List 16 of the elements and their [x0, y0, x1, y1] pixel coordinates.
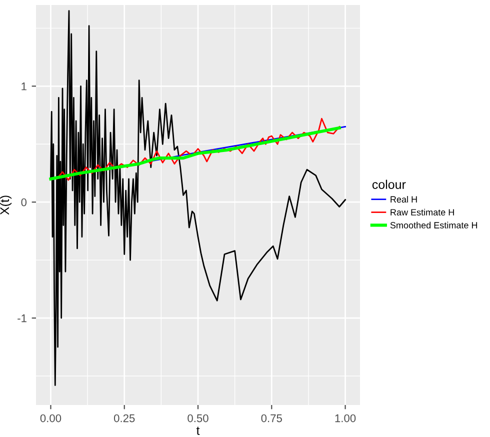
x-tick-label: 0.00	[40, 414, 62, 422]
x-tick-label: 0.25	[114, 414, 135, 422]
y-tick-label: 0	[21, 198, 27, 206]
legend-label: Smoothed Estimate H	[390, 222, 478, 228]
x-tick-label: 0.75	[261, 414, 282, 422]
line-series	[56, 118, 340, 181]
legend-label: Raw Estimate H	[390, 208, 454, 216]
y-axis-title: X(t)	[0, 196, 12, 215]
x-tick-label: 1.00	[335, 414, 356, 422]
legend-title: colour	[372, 180, 406, 189]
y-tick-label: -1	[18, 314, 26, 322]
x-tick-label: 0.50	[188, 414, 208, 422]
line-series	[50, 10, 346, 386]
y-tick-label: 1	[22, 82, 26, 90]
legend-label: Real H	[390, 196, 417, 203]
x-axis-title: t	[196, 426, 200, 435]
